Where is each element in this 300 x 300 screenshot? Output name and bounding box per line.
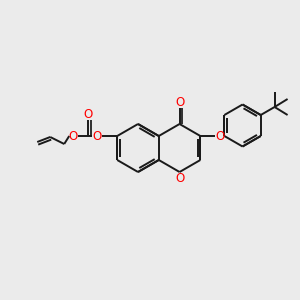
Text: O: O [215,130,224,142]
Text: O: O [175,96,184,109]
Text: O: O [93,130,102,142]
Text: O: O [84,108,93,121]
Text: O: O [69,130,78,142]
Text: O: O [175,172,184,184]
